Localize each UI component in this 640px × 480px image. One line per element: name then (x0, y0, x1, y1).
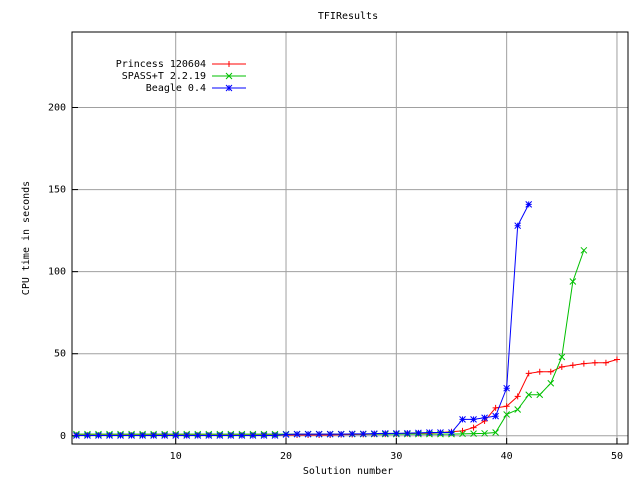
point (525, 370, 532, 377)
point (492, 412, 499, 420)
point (172, 432, 180, 439)
point (481, 429, 488, 437)
point (337, 430, 345, 438)
point (128, 432, 135, 439)
x-tick-label: 50 (611, 451, 623, 462)
point (293, 430, 301, 438)
x-tick-label: 20 (280, 451, 292, 462)
x-tick-label: 10 (170, 451, 182, 462)
y-tick-label: 100 (48, 267, 66, 278)
point (249, 432, 257, 439)
point (613, 356, 620, 363)
point (558, 353, 566, 361)
legend-label: Princess 120604 (116, 59, 206, 70)
point (481, 414, 488, 422)
point (315, 430, 323, 438)
point (95, 432, 102, 439)
y-tick-label: 0 (60, 431, 66, 442)
point (183, 432, 191, 439)
legend-marker (225, 72, 233, 80)
point (525, 200, 533, 208)
legend-marker (226, 61, 232, 67)
point (437, 429, 444, 436)
point (205, 432, 213, 439)
point (238, 432, 246, 439)
y-tick-label: 50 (54, 349, 66, 360)
x-tick-label: 40 (501, 451, 513, 462)
point (216, 432, 224, 439)
point (348, 430, 356, 438)
point (514, 222, 522, 230)
point (547, 368, 554, 375)
point (525, 391, 533, 399)
point (260, 432, 268, 439)
point (569, 362, 576, 369)
point (514, 393, 521, 400)
point (404, 429, 411, 437)
point (459, 427, 466, 434)
point (558, 363, 565, 370)
point (381, 429, 389, 437)
point (282, 431, 290, 438)
point (227, 432, 235, 439)
point (470, 424, 477, 431)
point (459, 430, 466, 438)
point (161, 432, 169, 439)
y-tick-label: 200 (48, 103, 66, 114)
point (580, 246, 588, 254)
point (503, 403, 510, 410)
legend-marker (225, 84, 233, 92)
point (326, 430, 334, 438)
point (84, 432, 91, 439)
point (536, 368, 543, 375)
point (591, 359, 598, 366)
series-line (76, 204, 530, 436)
point (470, 430, 477, 438)
point (492, 429, 499, 436)
point (304, 430, 312, 438)
point (370, 430, 378, 438)
point (459, 416, 466, 423)
point (580, 360, 587, 367)
point (503, 411, 511, 418)
x-tick-label: 30 (390, 451, 402, 462)
plot-frame (71, 31, 629, 445)
point (415, 429, 422, 437)
chart-title: TFIResults (318, 11, 378, 22)
point (139, 432, 146, 439)
point (547, 379, 555, 387)
point (448, 429, 455, 436)
point (271, 432, 279, 439)
point (106, 432, 113, 439)
point (73, 432, 80, 439)
point (569, 278, 577, 285)
point (194, 432, 202, 439)
point (150, 432, 157, 439)
point (503, 384, 511, 392)
series-line (76, 358, 618, 436)
point (536, 391, 544, 399)
y-tick-label: 150 (48, 185, 66, 196)
point (492, 404, 499, 411)
point (392, 429, 400, 437)
x-axis-label: Solution number (303, 466, 393, 477)
point (117, 432, 124, 439)
point (426, 429, 433, 436)
legend-label: SPASS+T 2.2.19 (122, 71, 206, 82)
point (359, 430, 367, 438)
point (470, 416, 477, 423)
legend-label: Beagle 0.4 (146, 83, 206, 94)
point (514, 406, 522, 413)
point (602, 359, 609, 366)
y-axis-label: CPU time in seconds (21, 181, 32, 295)
